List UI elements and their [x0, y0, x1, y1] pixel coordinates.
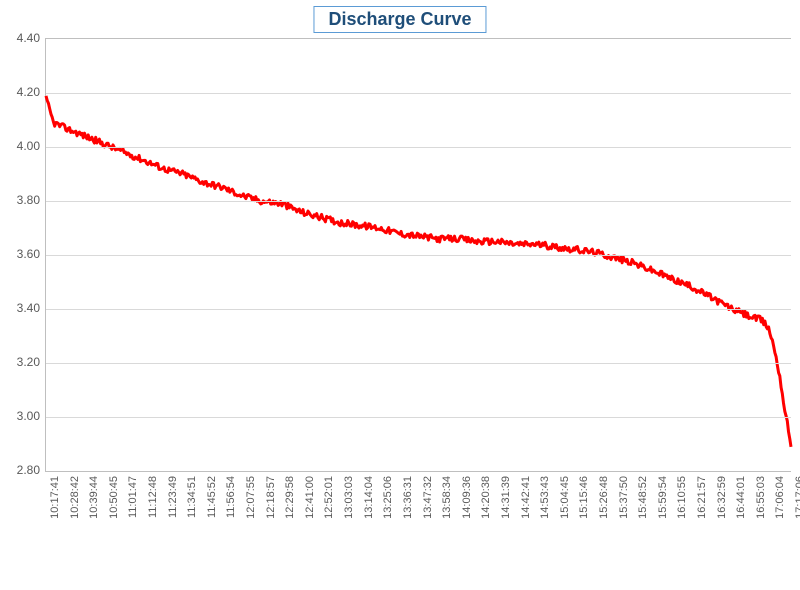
- x-axis-label: 12:52:01: [323, 476, 335, 519]
- x-axis-label: 12:41:00: [304, 476, 316, 519]
- x-axis-label: 12:18:57: [265, 476, 277, 519]
- x-axis-label: 13:47:32: [422, 476, 434, 519]
- gridline: [46, 309, 791, 310]
- x-axis-label: 10:39:44: [88, 476, 100, 519]
- x-axis-label: 11:23:49: [167, 476, 179, 518]
- x-axis-label: 11:56:54: [225, 476, 237, 518]
- x-axis-label: 15:26:48: [598, 476, 610, 519]
- x-axis-label: 15:59:54: [657, 476, 669, 519]
- x-axis-label: 11:01:47: [127, 476, 139, 518]
- x-axis-label: 16:32:59: [716, 476, 728, 519]
- x-axis-label: 14:53:43: [539, 476, 551, 519]
- gridline: [46, 201, 791, 202]
- x-axis-label: 14:20:38: [480, 476, 492, 519]
- chart-title: Discharge Curve: [313, 6, 486, 33]
- y-axis-label: 3.60: [5, 247, 40, 261]
- x-axis-label: 15:37:50: [618, 476, 630, 519]
- x-axis-label: 11:45:52: [206, 476, 218, 518]
- y-axis-label: 2.80: [5, 463, 40, 477]
- x-axis-label: 15:15:46: [578, 476, 590, 519]
- x-axis-label: 15:04:45: [559, 476, 571, 519]
- x-axis-label: 15:48:52: [637, 476, 649, 519]
- y-axis-label: 4.20: [5, 85, 40, 99]
- x-axis-label: 14:42:41: [520, 476, 532, 519]
- discharge-chart: Discharge Curve 2.80 3.00 3.20 3.40 3.60 3.80…: [0, 0, 800, 590]
- x-axis-label: 14:09:36: [461, 476, 473, 519]
- x-axis-label: 17:17:06: [794, 476, 800, 519]
- x-axis-label: 13:14:04: [363, 476, 375, 519]
- x-axis-label: 16:55:03: [755, 476, 767, 519]
- gridline: [46, 417, 791, 418]
- y-axis-label: 3.20: [5, 355, 40, 369]
- gridline: [46, 363, 791, 364]
- gridline: [46, 147, 791, 148]
- x-axis-label: 10:28:42: [69, 476, 81, 519]
- x-axis-label: 12:29:58: [284, 476, 296, 519]
- x-axis-label: 10:50:45: [108, 476, 120, 519]
- x-axis-label: 14:31:39: [500, 476, 512, 519]
- plot-area: [45, 38, 791, 472]
- y-axis-label: 4.00: [5, 139, 40, 153]
- y-axis-label: 3.80: [5, 193, 40, 207]
- x-axis-label: 10:17:41: [49, 476, 61, 519]
- x-axis-label: 13:03:03: [343, 476, 355, 519]
- x-axis-label: 11:12:48: [147, 476, 159, 518]
- x-axis-label: 13:36:31: [402, 476, 414, 519]
- y-axis-label: 3.00: [5, 409, 40, 423]
- x-axis-label: 17:06:04: [774, 476, 786, 519]
- x-axis-label: 13:58:34: [441, 476, 453, 519]
- x-axis-label: 12:07:55: [245, 476, 257, 519]
- x-axis-label: 16:44:01: [735, 476, 747, 519]
- y-axis-label: 4.40: [5, 31, 40, 45]
- gridline: [46, 255, 791, 256]
- x-axis-label: 16:10:55: [676, 476, 688, 519]
- x-axis-label: 13:25:06: [382, 476, 394, 519]
- y-axis-label: 3.40: [5, 301, 40, 315]
- x-axis-label: 16:21:57: [696, 476, 708, 519]
- discharge-series: [46, 96, 791, 447]
- x-axis-label: 11:34:51: [186, 476, 198, 518]
- gridline: [46, 93, 791, 94]
